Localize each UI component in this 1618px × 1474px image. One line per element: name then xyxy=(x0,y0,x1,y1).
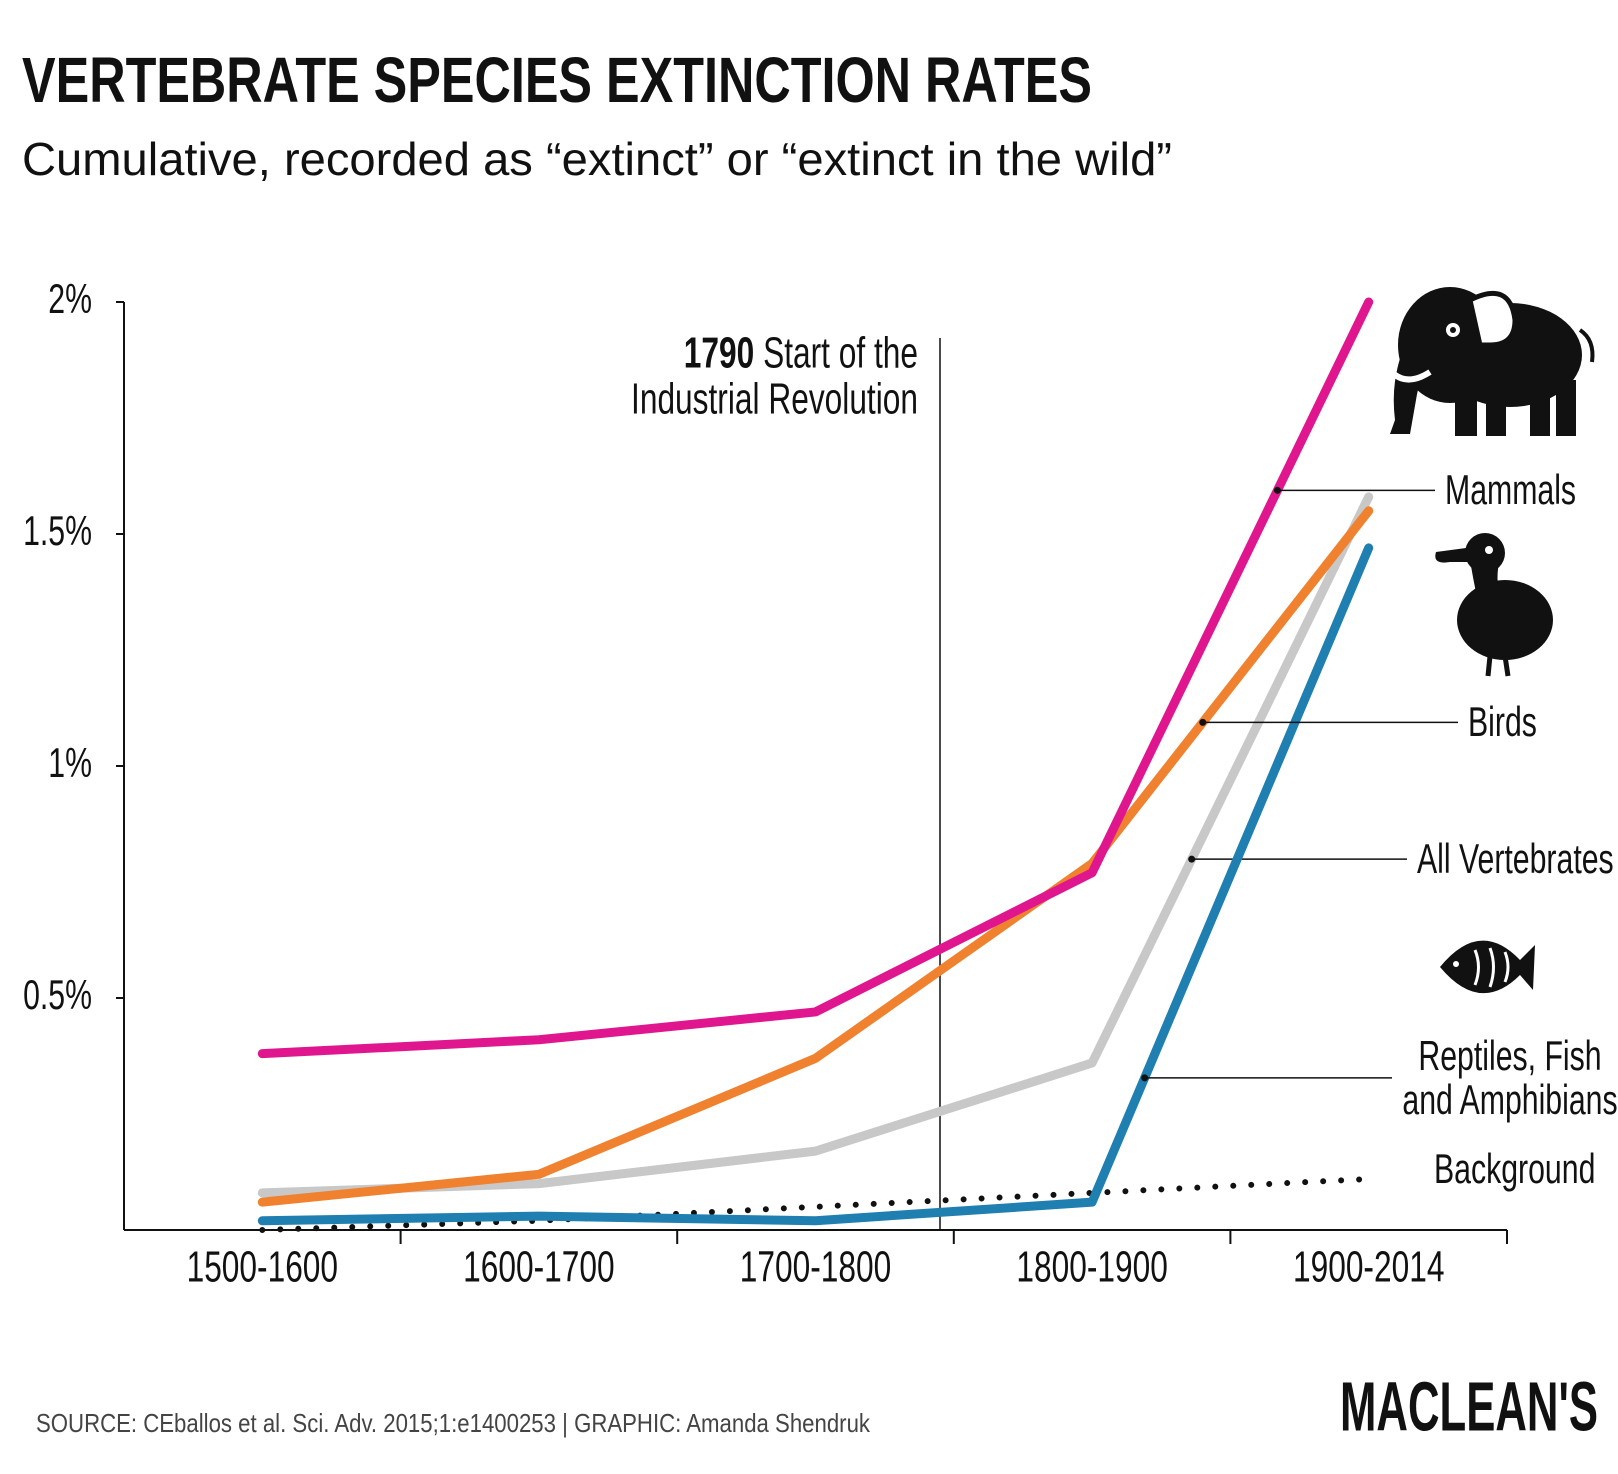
x-tick-label: 1600-1700 xyxy=(463,1243,614,1292)
y-tick-label: 1.5% xyxy=(23,507,92,554)
y-tick-label: 2% xyxy=(48,275,92,322)
series-line xyxy=(257,543,1374,1226)
series-line xyxy=(257,492,1374,1198)
chart-title: VERTEBRATE SPECIES EXTINCTION RATES xyxy=(22,44,1092,116)
leader-dot xyxy=(1199,718,1207,726)
x-tick-label: 1700-1800 xyxy=(740,1243,891,1292)
series-line xyxy=(257,506,1374,1207)
x-tick-label: 1800-1900 xyxy=(1016,1243,1167,1292)
x-tick-label: 1900-2014 xyxy=(1293,1243,1444,1292)
annotation-text: Industrial Revolution xyxy=(631,375,918,424)
dodo-icon xyxy=(1435,533,1553,677)
y-tick-label: 1% xyxy=(48,739,92,786)
annotation-year: 1790 xyxy=(684,329,754,378)
series-label: All Vertebrates xyxy=(1417,835,1614,883)
chart-subtitle: Cumulative, recorded as “extinct” or “ex… xyxy=(22,133,1172,185)
series-label: Birds xyxy=(1468,698,1537,746)
leader-dot xyxy=(1188,855,1196,863)
elephant-icon xyxy=(1387,287,1595,436)
series-label: Background xyxy=(1434,1144,1596,1192)
x-tick-label: 1500-1600 xyxy=(187,1243,338,1292)
series-label: Reptiles, Fish and Amphibians xyxy=(1402,1031,1618,1123)
annotation-line-1: Start of the xyxy=(763,329,918,378)
annotation-text: 1790 Start of the xyxy=(684,329,918,378)
source: SOURCE: CEballos et al. Sci. Adv. 2015;1… xyxy=(36,1408,871,1438)
leader-dot xyxy=(1141,1074,1149,1082)
leader-dot xyxy=(1273,486,1281,494)
fish-icon xyxy=(1440,940,1535,994)
series-label: Mammals xyxy=(1445,466,1577,514)
series-line xyxy=(257,297,1374,1059)
y-tick-label: 0.5% xyxy=(23,971,92,1018)
logo: MACLEAN'S xyxy=(1340,1367,1598,1445)
